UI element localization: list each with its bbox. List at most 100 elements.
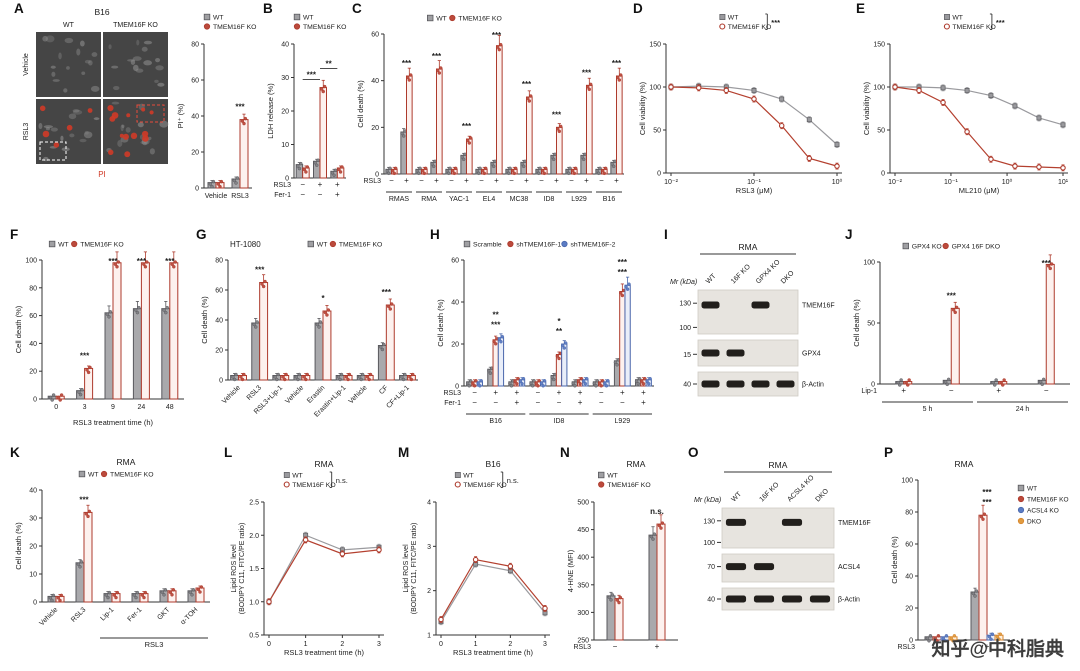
significance: n.s. — [650, 507, 664, 516]
svg-text:RSL3: RSL3 — [363, 178, 381, 185]
svg-text:Mr (kDa): Mr (kDa) — [670, 279, 697, 286]
micro-title: B16 — [94, 7, 109, 17]
svg-text:10⁻²: 10⁻² — [664, 179, 678, 186]
svg-text:n.s.: n.s. — [336, 476, 348, 485]
bars — [924, 504, 1004, 643]
svg-text:+: + — [434, 176, 439, 185]
svg-text:+: + — [493, 388, 498, 397]
svg-text:GPX4 16F DKO: GPX4 16F DKO — [952, 244, 1000, 251]
svg-text:+: + — [514, 398, 519, 407]
panel-letter-E: E — [856, 1, 866, 16]
svg-text:150: 150 — [649, 42, 661, 49]
svg-text:Mr (kDa): Mr (kDa) — [694, 497, 721, 504]
svg-text:***: *** — [1042, 259, 1052, 268]
bands — [725, 518, 831, 603]
legend: WT TMEM16F KO*** — [943, 13, 1005, 31]
svg-text:WT: WT — [1027, 486, 1037, 493]
svg-text:10⁰: 10⁰ — [832, 178, 843, 186]
svg-text:24: 24 — [138, 404, 146, 411]
svg-text:20: 20 — [191, 150, 199, 157]
svg-text:Vehicle: Vehicle — [205, 193, 228, 200]
svg-text:−: − — [300, 180, 305, 189]
panel-letter-O: O — [688, 445, 699, 460]
svg-text:shTMEM16F-1: shTMEM16F-1 — [516, 242, 561, 249]
svg-text:***: *** — [137, 257, 147, 266]
significance: ****** — [947, 259, 1052, 300]
svg-text:YAC-1: YAC-1 — [449, 196, 469, 203]
axis-labels: 0 50 100 150 10⁻² 10⁻¹ 10⁰ Cell viability (%) RS… — [638, 42, 842, 196]
svg-text:0: 0 — [439, 641, 443, 648]
significance: ***** — [302, 60, 338, 81]
chart-E: 0 50 100 150 10⁻² 10⁻¹ 10⁰ 10¹ Cell viability (%… — [862, 13, 1069, 195]
significance: ****** — [982, 488, 992, 507]
svg-text:***: *** — [618, 268, 628, 277]
svg-text:Vehicle: Vehicle — [284, 384, 305, 405]
svg-text:20: 20 — [905, 606, 913, 613]
panel-A-bar: 0 20 40 60 80 PI⁺ (%) Vehicle RSL3 WT TMEM16F KO *… — [174, 10, 258, 206]
svg-text:−: − — [449, 176, 454, 185]
svg-text:30: 30 — [281, 75, 289, 82]
svg-text:+: + — [524, 176, 529, 185]
svg-text:Lipid ROS level: Lipid ROS level — [403, 544, 410, 593]
svg-text:24 h: 24 h — [1016, 406, 1030, 413]
svg-text:20: 20 — [451, 342, 459, 349]
bars — [606, 514, 666, 641]
svg-text:1: 1 — [304, 641, 308, 648]
svg-text:250: 250 — [577, 638, 589, 645]
svg-text:***: *** — [491, 321, 501, 330]
panel-N: 250 300 350 400 450 500 4-HNE (MFI) RSL3 − + RMA WT… — [564, 456, 684, 658]
legend: HT-1080 WT TMEM16F KO — [230, 240, 382, 249]
svg-text:WT: WT — [607, 473, 618, 480]
chart-D: 0 50 100 150 10⁻² 10⁻¹ 10⁰ Cell viability (%) RS… — [638, 13, 842, 196]
panel-letter-J: J — [845, 227, 853, 242]
axis-labels: 0.5 1.0 1.5 2.0 2.5 0 1 2 3 Lipid ROS level (BODIP… — [231, 459, 381, 657]
chart-A-bar: 0 20 40 60 80 PI⁺ (%) Vehicle RSL3 WT TMEM16F KO *… — [176, 13, 256, 200]
svg-text:40: 40 — [451, 300, 459, 307]
svg-text:5 h: 5 h — [923, 406, 933, 413]
svg-text:RSL3: RSL3 — [273, 182, 291, 189]
svg-text:TMEM16F KO: TMEM16F KO — [1027, 497, 1069, 504]
svg-text:−: − — [536, 398, 541, 407]
svg-text:TMEM16F KO: TMEM16F KO — [952, 24, 995, 31]
svg-text:***: *** — [235, 103, 245, 112]
y-axis-title: Cell death (%) — [356, 80, 365, 128]
band-label: TMEM16F — [838, 520, 871, 527]
svg-text:ID8: ID8 — [554, 418, 565, 425]
svg-text:30: 30 — [29, 516, 37, 523]
svg-text:0: 0 — [54, 404, 58, 411]
svg-text:+: + — [557, 388, 562, 397]
svg-text:100: 100 — [863, 260, 875, 267]
svg-text:80: 80 — [29, 285, 37, 292]
svg-text:ID8: ID8 — [544, 196, 555, 203]
panel-title: RMA — [627, 459, 646, 469]
band-label: β-Actin — [838, 597, 860, 604]
svg-text:−: − — [472, 398, 477, 407]
svg-text:40: 40 — [191, 114, 199, 121]
panel-title: HT-1080 — [230, 240, 261, 249]
panel-G: 0 20 40 60 80 Cell death (%) Vehicle RSL3 RSL3+L… — [198, 236, 424, 428]
svg-text:***: *** — [382, 288, 392, 297]
svg-text:WT: WT — [213, 15, 224, 22]
svg-text:+: + — [620, 388, 625, 397]
svg-text:0: 0 — [455, 384, 459, 391]
svg-text:−: − — [493, 398, 498, 407]
svg-text:CF: CF — [378, 384, 390, 396]
svg-text:−: − — [939, 642, 944, 651]
panel-I: RMA WT 16F KO GPX4 KO DKO Mr (kDa) 130 100 TMEM1… — [668, 240, 844, 416]
svg-text:+: + — [614, 176, 619, 185]
panel-title: RMA — [117, 457, 136, 467]
panel-D: 0 50 100 150 10⁻² 10⁻¹ 10⁰ Cell viability (%) RS… — [636, 10, 850, 196]
bars — [895, 254, 1055, 387]
chart-L: 0.5 1.0 1.5 2.0 2.5 0 1 2 3 Lipid ROS level (BODIP… — [231, 459, 384, 657]
svg-text:−: − — [318, 190, 323, 199]
svg-text:CF+Lip-1: CF+Lip-1 — [385, 384, 411, 410]
svg-text:20: 20 — [29, 369, 37, 376]
svg-text:2.5: 2.5 — [249, 500, 259, 507]
svg-text:***: *** — [255, 266, 265, 275]
svg-text:+: + — [464, 176, 469, 185]
panel-L: 0.5 1.0 1.5 2.0 2.5 0 1 2 3 Lipid ROS level (BODIP… — [228, 456, 392, 658]
panel-letter-N: N — [560, 445, 570, 460]
